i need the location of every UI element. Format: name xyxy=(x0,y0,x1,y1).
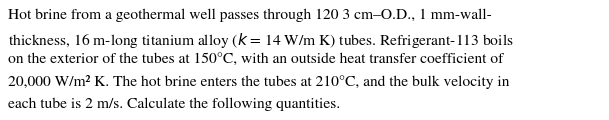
Text: Hot brine from a geothermal well passes through 120 3 cm–O.D., 1 mm-wall-: Hot brine from a geothermal well passes … xyxy=(8,8,491,22)
Text: on the exterior of the tubes at 150°C, with an outside heat transfer coefficient: on the exterior of the tubes at 150°C, w… xyxy=(8,53,503,66)
Text: thickness, 16 m-long titanium alloy ($k$ = 14 W/m K) tubes. Refrigerant-113 boil: thickness, 16 m-long titanium alloy ($k$… xyxy=(8,31,513,50)
Text: each tube is 2 m/s. Calculate the following quantities.: each tube is 2 m/s. Calculate the follow… xyxy=(8,97,340,111)
Text: 20,000 W/m² K. The hot brine enters the tubes at 210°C, and the bulk velocity in: 20,000 W/m² K. The hot brine enters the … xyxy=(8,75,509,89)
